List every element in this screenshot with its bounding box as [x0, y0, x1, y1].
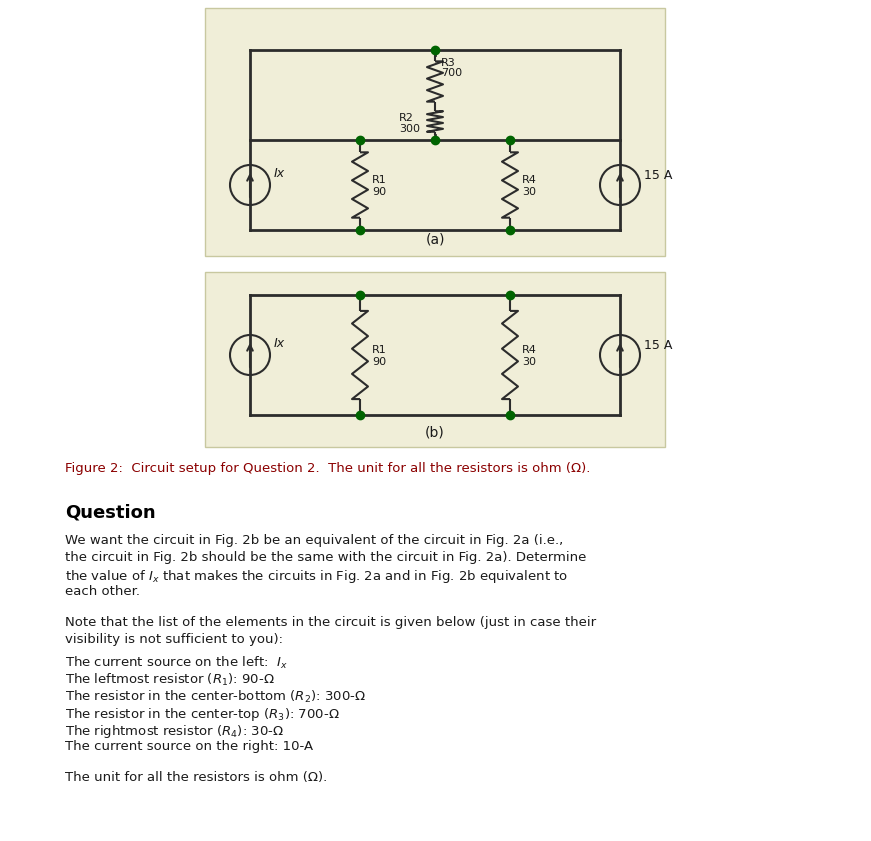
Text: the circuit in Fig. 2b should be the same with the circuit in Fig. 2a). Determin: the circuit in Fig. 2b should be the sam…	[65, 551, 586, 564]
FancyBboxPatch shape	[205, 272, 665, 447]
Text: (a): (a)	[425, 232, 445, 246]
Text: R4: R4	[522, 345, 537, 355]
Text: 300: 300	[399, 124, 420, 134]
Text: the value of $I_x$ that makes the circuits in Fig. 2a and in Fig. 2b equivalent : the value of $I_x$ that makes the circui…	[65, 568, 568, 585]
Text: R3: R3	[441, 58, 456, 68]
Text: We want the circuit in Fig. 2b be an equivalent of the circuit in Fig. 2a (i.e.,: We want the circuit in Fig. 2b be an equ…	[65, 534, 564, 547]
Text: The resistor in the center-top ($R_3$): 700-Ω: The resistor in the center-top ($R_3$): …	[65, 706, 340, 723]
Text: R2: R2	[399, 113, 414, 123]
Text: 30: 30	[522, 357, 536, 367]
Text: 90: 90	[372, 187, 386, 197]
Text: The current source on the right: 10-A: The current source on the right: 10-A	[65, 740, 314, 753]
Text: 15 A: 15 A	[644, 339, 672, 352]
Text: The current source on the left:  $I_x$: The current source on the left: $I_x$	[65, 655, 287, 671]
Text: 15 A: 15 A	[644, 169, 672, 182]
Text: (b): (b)	[425, 425, 445, 439]
Text: R4: R4	[522, 175, 537, 185]
Text: visibility is not sufficient to you):: visibility is not sufficient to you):	[65, 633, 283, 646]
Text: 90: 90	[372, 357, 386, 367]
Text: Ix: Ix	[274, 167, 285, 180]
Text: Figure 2:  Circuit setup for Question 2.  The unit for all the resistors is ohm : Figure 2: Circuit setup for Question 2. …	[65, 462, 591, 475]
Text: each other.: each other.	[65, 585, 140, 598]
Text: The unit for all the resistors is ohm (Ω).: The unit for all the resistors is ohm (Ω…	[65, 771, 327, 784]
Text: 30: 30	[522, 187, 536, 197]
Text: The rightmost resistor ($R_4$): 30-Ω: The rightmost resistor ($R_4$): 30-Ω	[65, 723, 284, 740]
Text: 700: 700	[441, 68, 463, 78]
Text: R1: R1	[372, 345, 387, 355]
Text: Ix: Ix	[274, 337, 285, 350]
Text: Question: Question	[65, 504, 156, 522]
Text: The resistor in the center-bottom ($R_2$): 300-Ω: The resistor in the center-bottom ($R_2$…	[65, 689, 366, 705]
Text: The leftmost resistor ($R_1$): 90-Ω: The leftmost resistor ($R_1$): 90-Ω	[65, 672, 274, 688]
FancyBboxPatch shape	[205, 8, 665, 256]
Text: Note that the list of the elements in the circuit is given below (just in case t: Note that the list of the elements in th…	[65, 616, 596, 629]
Text: R1: R1	[372, 175, 387, 185]
